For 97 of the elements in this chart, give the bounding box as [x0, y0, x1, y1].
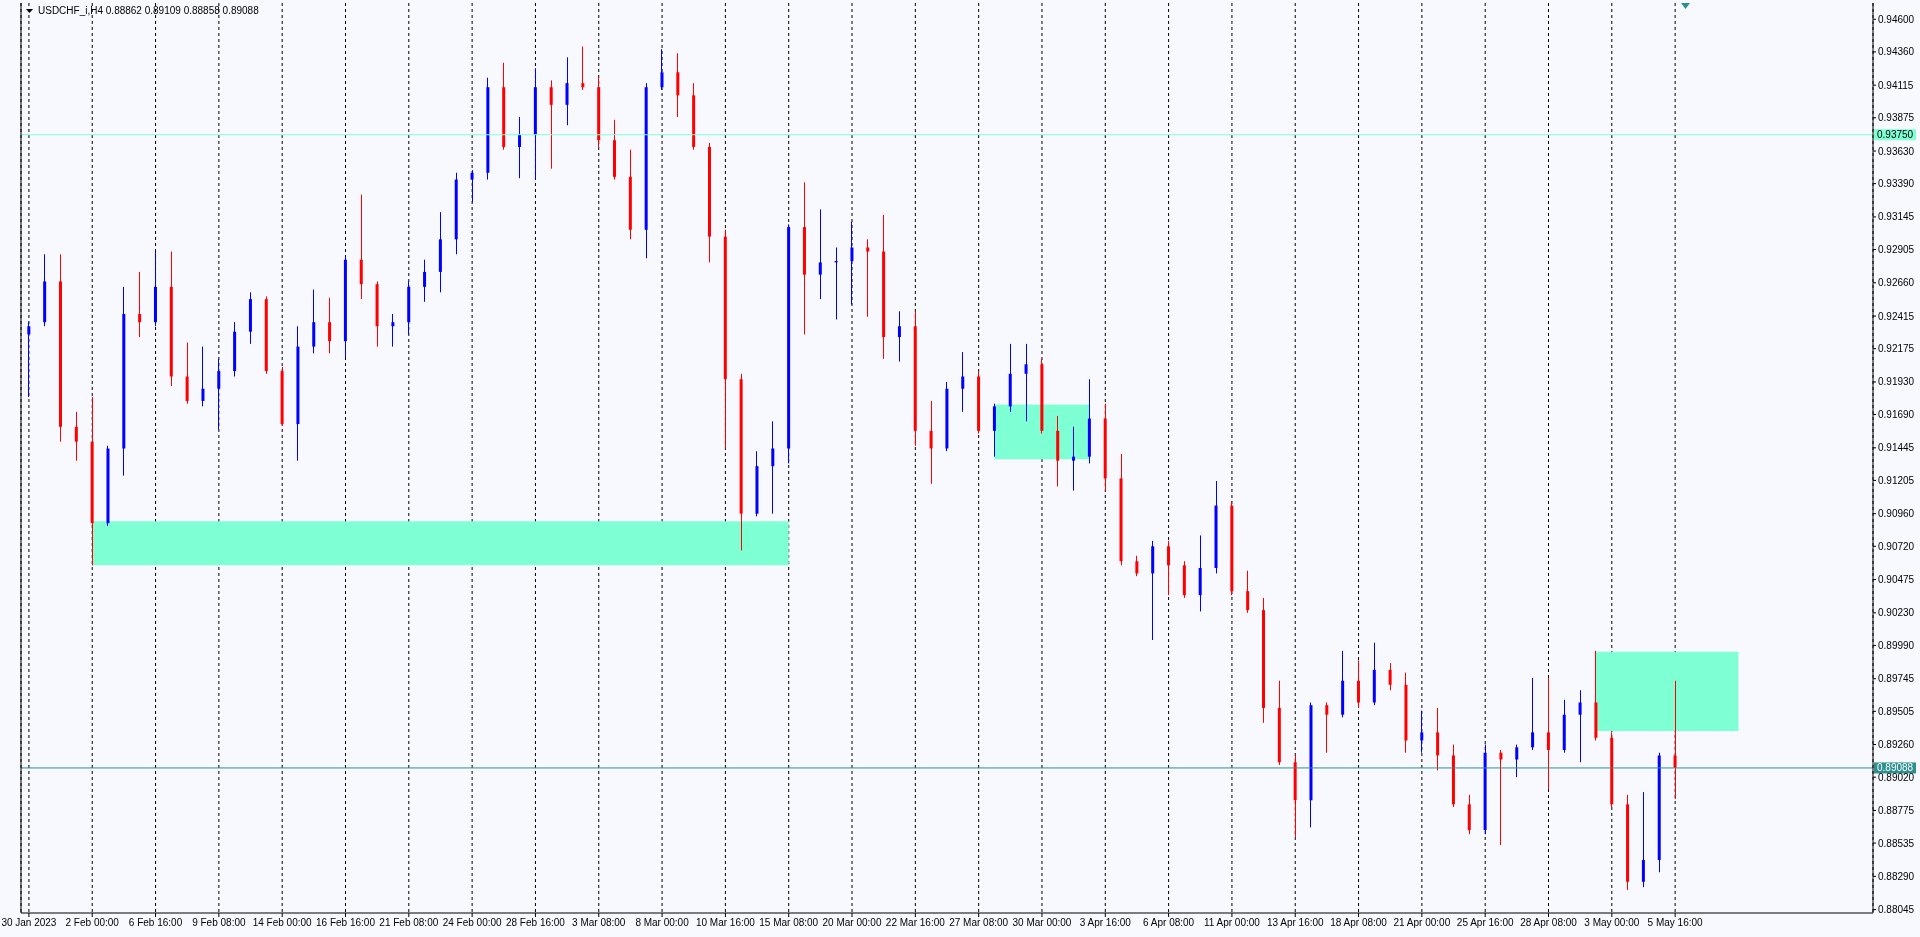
y-tick-label: 0.91930 [1878, 376, 1915, 388]
y-tick-label: 0.90475 [1878, 574, 1915, 586]
y-tick-label: 0.90230 [1878, 607, 1915, 619]
y-tick-label: 0.94360 [1878, 46, 1915, 58]
chart-title: USDCHF_i,H4 0.88862 0.89109 0.88858 0.89088 [38, 5, 259, 17]
y-tick-label: 0.88535 [1878, 837, 1915, 849]
candlestick [1531, 677, 1535, 751]
candlestick [1072, 426, 1076, 492]
y-tick-label: 0.94115 [1878, 79, 1914, 91]
y-tick-label: 0.89990 [1878, 639, 1915, 651]
x-tick-label: 21 Feb 08:00 [379, 917, 439, 929]
x-tick-label: 20 Mar 00:00 [822, 917, 882, 929]
candlestick [27, 321, 31, 398]
candlestick [1246, 570, 1250, 614]
candlestick [1673, 680, 1677, 800]
candlestick [1546, 677, 1550, 790]
x-tick-label: 16 Feb 16:00 [316, 917, 376, 929]
candlestick [850, 221, 854, 306]
x-tick-label: 18 Apr 08:00 [1330, 917, 1388, 929]
y-tick-label: 0.92175 [1878, 343, 1915, 355]
x-tick-label: 30 Jan 2023 [1, 917, 57, 929]
x-tick-label: 6 Apr 08:00 [1143, 917, 1195, 929]
y-tick-label: 0.88045 [1878, 904, 1915, 916]
x-tick-label: 10 Mar 16:00 [695, 917, 756, 929]
candlestick [470, 169, 474, 204]
y-tick-label: 0.89260 [1878, 739, 1915, 751]
candlestick [929, 400, 933, 485]
y-tick-label: 0.89745 [1878, 673, 1915, 685]
y-tick-label: 0.93145 [1878, 211, 1915, 223]
candlestick [1167, 540, 1171, 596]
y-tick-label: 0.88290 [1878, 870, 1915, 882]
candlestick [1515, 744, 1519, 778]
candlestick [660, 48, 664, 91]
candlestick [423, 259, 427, 303]
y-tick-label: 0.94600 [1878, 13, 1915, 25]
candlestick [1578, 689, 1582, 763]
y-tick-label: 0.89020 [1878, 771, 1915, 783]
x-tick-label: 28 Feb 16:00 [505, 917, 566, 929]
y-tick-label: 0.92660 [1878, 277, 1915, 289]
x-tick-label: 21 Apr 00:00 [1393, 917, 1451, 929]
y-tick-label: 0.92905 [1878, 244, 1915, 256]
y-tick-label: 0.92415 [1878, 310, 1915, 322]
candlestick [391, 313, 395, 348]
candlestick [866, 238, 870, 318]
x-tick-label: 11 Apr 00:00 [1203, 917, 1261, 929]
x-tick-label: 30 Mar 00:00 [1012, 917, 1072, 929]
candlestick [897, 310, 901, 363]
candlestick [138, 271, 142, 338]
x-tick-label: 3 Mar 08:00 [572, 917, 626, 929]
candlestick [1436, 707, 1440, 771]
candlestick [1499, 749, 1503, 846]
y-tick-label: 0.93390 [1878, 178, 1915, 190]
x-tick-label: 13 Apr 16:00 [1266, 917, 1325, 929]
candlestick [518, 116, 522, 179]
candlestick [328, 297, 332, 354]
candlestick [549, 79, 553, 170]
y-tick-label: 0.91205 [1878, 474, 1915, 486]
x-tick-label: 9 Feb 08:00 [192, 917, 246, 929]
candlestick [1135, 555, 1139, 577]
y-tick-label: 0.93875 [1878, 112, 1915, 124]
y-tick-label: 0.91445 [1878, 442, 1915, 454]
candlestick [676, 52, 680, 118]
candlestick [1388, 662, 1392, 691]
candlestick [201, 346, 205, 407]
candlestick [74, 411, 78, 462]
ref-line-label: 0.93750 [1877, 129, 1914, 141]
x-tick-label: 24 Feb 00:00 [442, 917, 503, 929]
candlestick [771, 420, 775, 515]
x-tick-label: 3 Apr 16:00 [1079, 917, 1132, 929]
candlestick [565, 56, 569, 126]
x-tick-label: 14 Feb 00:00 [252, 917, 313, 929]
x-tick-label: 3 May 00:00 [1584, 917, 1640, 929]
candlestick [1641, 791, 1645, 888]
candlestick [581, 45, 585, 91]
y-tick-label: 0.91690 [1878, 409, 1915, 421]
candlestick [1420, 710, 1424, 754]
x-tick-label: 25 Apr 16:00 [1456, 917, 1514, 929]
x-tick-label: 8 Mar 00:00 [635, 917, 690, 929]
candlestick [217, 358, 221, 430]
x-tick-label: 2 Feb 00:00 [65, 917, 120, 929]
y-tick-label: 0.90720 [1878, 540, 1915, 552]
candlestick [1325, 701, 1329, 754]
y-tick-label: 0.90960 [1878, 508, 1915, 520]
ref-line-label: 0.89088 [1877, 762, 1914, 774]
y-tick-label: 0.89505 [1878, 705, 1915, 717]
candlestick [818, 208, 822, 300]
candlestick [1356, 659, 1360, 709]
x-tick-label: 28 Apr 08:00 [1520, 917, 1578, 929]
y-tick-label: 0.88775 [1878, 805, 1915, 817]
y-tick-label: 0.93630 [1878, 145, 1915, 157]
x-tick-label: 15 Mar 08:00 [759, 917, 819, 929]
x-tick-label: 22 Mar 16:00 [885, 917, 946, 929]
x-tick-label: 5 May 16:00 [1647, 917, 1704, 929]
x-tick-label: 6 Feb 16:00 [128, 917, 183, 929]
x-tick-label: 27 Mar 08:00 [949, 917, 1009, 929]
candlestick [961, 351, 965, 413]
candlestick [1024, 343, 1028, 422]
